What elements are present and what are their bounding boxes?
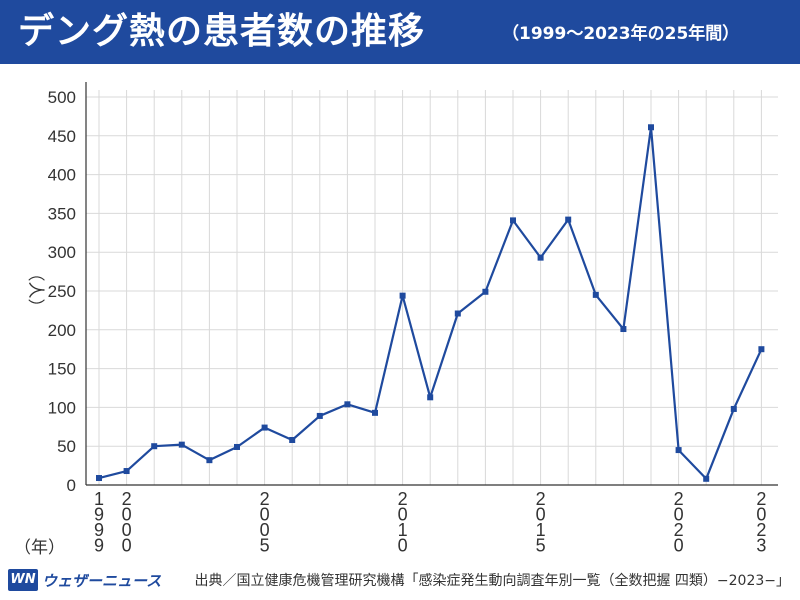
y-tick-label: 200 <box>48 321 76 340</box>
y-tick-label: 100 <box>48 398 76 417</box>
data-point <box>372 409 378 416</box>
data-point <box>648 124 654 131</box>
y-axis-unit: （人） <box>25 265 45 316</box>
axis-units: （人） （年） <box>14 265 65 559</box>
data-point <box>758 346 765 353</box>
data-point <box>565 216 572 223</box>
data-point <box>482 288 489 295</box>
y-tick-label: 0 <box>67 476 76 495</box>
data-point <box>399 292 406 299</box>
logo-text: ウェザーニュース <box>42 571 162 590</box>
y-tick-label: 500 <box>48 88 76 107</box>
grid-lines <box>86 90 778 485</box>
data-point <box>620 326 627 333</box>
y-tick-label: 350 <box>48 204 76 223</box>
data-point <box>703 475 710 482</box>
y-tick-label: 300 <box>48 243 76 262</box>
data-point <box>206 457 213 464</box>
title-banner: デング熱の患者数の推移 （1999〜2023年の25年間） <box>0 0 800 64</box>
x-axis-unit: （年） <box>14 538 65 558</box>
y-tick-label: 400 <box>48 166 76 185</box>
data-point <box>344 401 351 408</box>
data-point <box>454 310 461 317</box>
y-tick-labels: 0 50 100 150 200 250 300 350 400 450 500 <box>48 88 76 495</box>
data-point <box>234 443 240 450</box>
data-point <box>730 405 737 412</box>
data-point <box>427 394 434 401</box>
data-point <box>123 468 130 475</box>
data-point <box>510 217 516 224</box>
data-point <box>316 412 323 419</box>
page-subtitle: （1999〜2023年の25年間） <box>502 24 740 44</box>
y-tick-label: 150 <box>48 360 76 379</box>
data-point <box>289 436 296 443</box>
y-tick-label: 50 <box>57 437 76 456</box>
logo-mark: WN <box>8 569 38 591</box>
axes <box>85 82 778 486</box>
data-point <box>96 475 102 482</box>
y-tick-label: 250 <box>48 282 76 301</box>
data-point <box>675 447 682 454</box>
data-point <box>261 424 268 431</box>
weathernews-logo: WN ウェザーニュース <box>8 568 161 592</box>
source-note: 出典／国立健康危機管理研究機構「感染症発生動向調査年別一覧（全数把握 四類）−2… <box>194 573 790 589</box>
data-point <box>537 254 544 261</box>
data-point <box>178 441 185 448</box>
x-tick-labels: 1 9 9 9 2 0 0 0 2 0 0 5 2 0 1 0 2 0 1 5 2 0 2 0 2 0 2 3 <box>94 489 766 556</box>
data-point <box>592 291 599 298</box>
data-point <box>151 443 158 450</box>
y-tick-label: 450 <box>48 127 76 146</box>
page-title: デング熱の患者数の推移 <box>18 11 426 52</box>
series-line-group <box>96 124 765 482</box>
